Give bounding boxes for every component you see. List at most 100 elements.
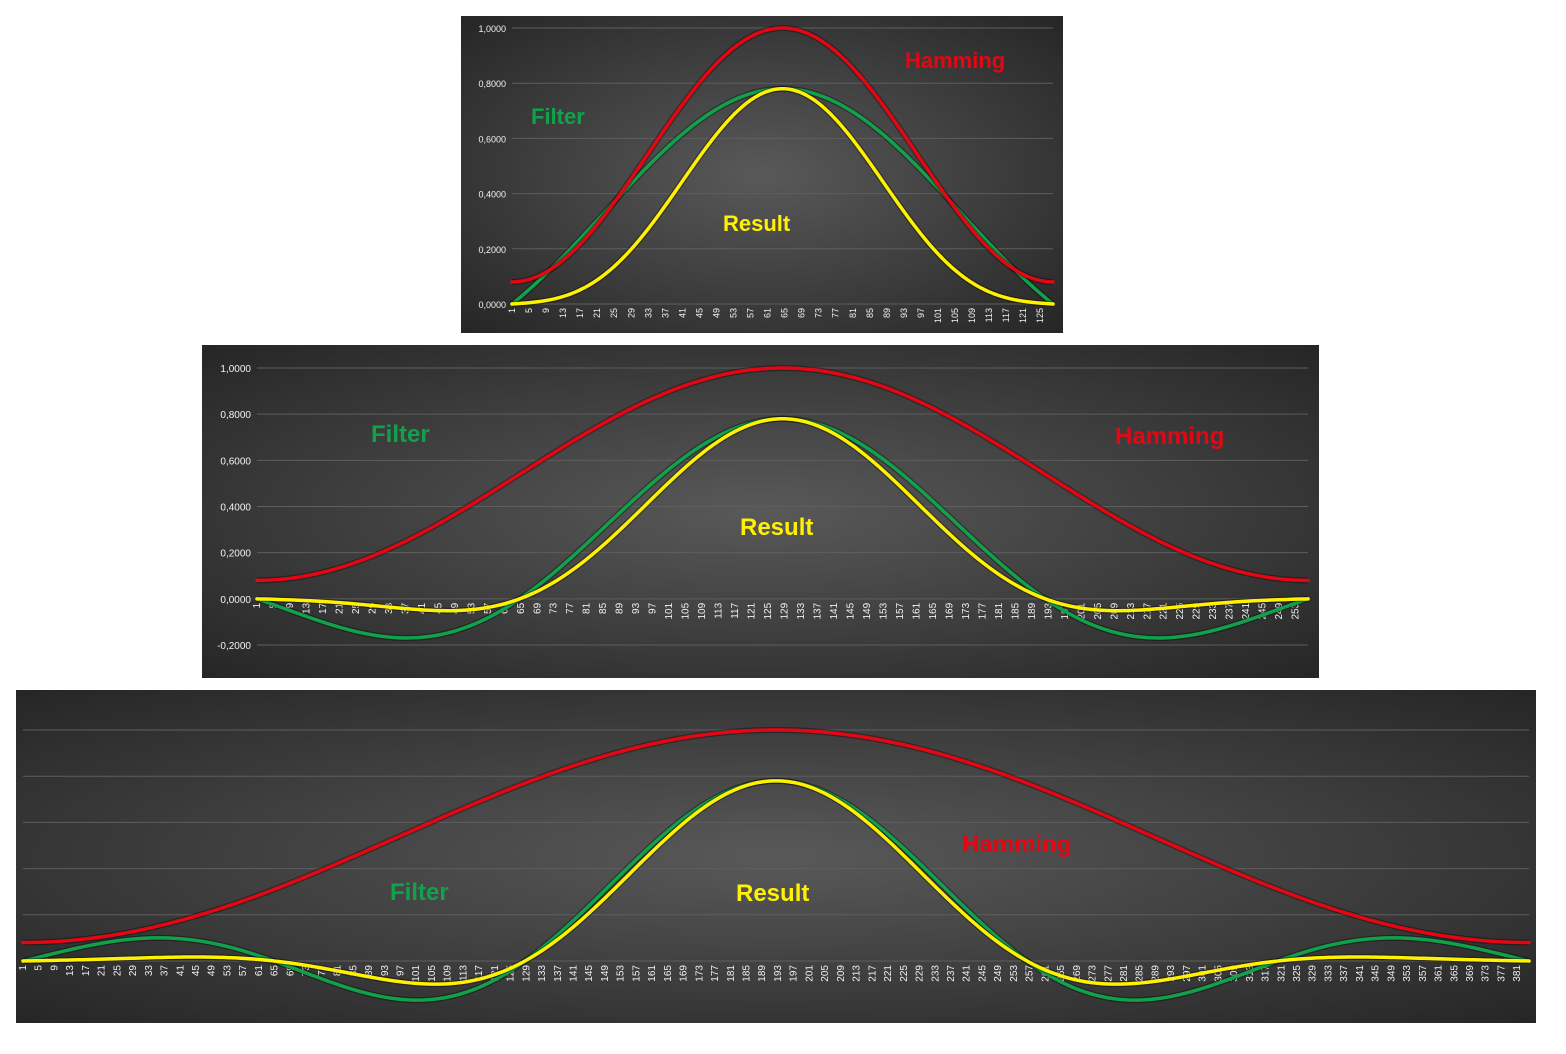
x-tick-label: 153	[616, 965, 627, 982]
x-tick-label: 125	[1035, 308, 1045, 323]
x-tick-label: 117	[730, 602, 741, 618]
x-tick-label: 337	[1339, 965, 1350, 982]
x-tick-label: 245	[1258, 602, 1269, 619]
x-tick-label: 45	[694, 308, 704, 318]
x-tick-label: 41	[175, 965, 186, 977]
x-tick-label: 5	[34, 965, 45, 971]
x-tick-label: 189	[757, 965, 768, 982]
x-tick-label: 233	[1208, 602, 1219, 619]
x-tick-label: 129	[780, 602, 791, 619]
x-tick-label: 229	[1192, 602, 1203, 619]
x-tick-label: 73	[301, 965, 312, 977]
x-tick-label: 165	[928, 602, 939, 619]
x-tick-label: 89	[364, 965, 375, 977]
x-tick-label: 97	[648, 602, 659, 614]
x-tick-label: 93	[380, 965, 391, 977]
x-tick-label: 361	[1434, 965, 1445, 982]
x-tick-label: 217	[867, 965, 878, 982]
x-tick-label: 237	[1225, 602, 1236, 619]
x-tick-label: 381	[1512, 965, 1523, 982]
x-tick-label: 333	[1323, 965, 1334, 982]
result-label: Result	[736, 880, 809, 907]
x-tick-label: 89	[615, 602, 626, 614]
x-tick-label: 153	[878, 602, 889, 619]
result-series-line	[255, 417, 1310, 613]
x-tick-label: 17	[318, 602, 329, 614]
x-tick-label: 93	[899, 308, 909, 318]
x-tick-label: 65	[780, 308, 790, 318]
x-tick-label: 85	[348, 965, 359, 977]
x-tick-label: 185	[1010, 602, 1021, 619]
x-tick-label: 185	[742, 965, 753, 982]
x-tick-label: 193	[773, 965, 784, 982]
x-tick-label: 69	[532, 602, 543, 614]
x-tick-label: 105	[681, 602, 692, 619]
x-tick-label: 9	[541, 308, 551, 313]
x-tick-label: 205	[820, 965, 831, 982]
x-tick-label: 1	[252, 602, 263, 608]
x-tick-label: 133	[796, 602, 807, 619]
x-tick-label: 77	[565, 602, 576, 614]
x-tick-label: 97	[395, 965, 406, 977]
filter-label: Filter	[390, 879, 449, 906]
x-tick-label: 49	[711, 308, 721, 318]
x-tick-label: 233	[930, 965, 941, 982]
x-tick-label: 293	[1166, 965, 1177, 982]
x-tick-label: 137	[813, 602, 824, 619]
x-tick-label: 57	[238, 965, 249, 977]
x-tick-label: 305	[1213, 965, 1224, 982]
x-tick-label: 241	[1241, 602, 1252, 619]
x-tick-label: 37	[160, 965, 171, 977]
x-tick-label: 213	[852, 965, 863, 982]
x-tick-label: 69	[285, 965, 296, 977]
x-tick-label: 257	[1025, 965, 1036, 982]
x-tick-label: 309	[1229, 965, 1240, 982]
y-tick-label: 0,0000	[220, 595, 251, 606]
x-tick-label: 17	[575, 308, 585, 318]
x-tick-label: 181	[726, 965, 737, 982]
y-tick-label: 0,4000	[220, 503, 251, 514]
x-tick-label: 353	[1402, 965, 1413, 982]
x-tick-label: 93	[631, 602, 642, 614]
x-tick-label: 101	[664, 602, 675, 619]
hamming-label: Hamming	[1115, 423, 1224, 450]
x-tick-label: 41	[677, 308, 687, 318]
x-tick-label: 117	[474, 965, 485, 981]
x-tick-label: 225	[1175, 602, 1186, 619]
x-tick-label: 17	[81, 965, 92, 977]
x-tick-label: 61	[763, 308, 773, 318]
x-tick-label: 341	[1355, 965, 1366, 982]
x-tick-label: 321	[1276, 965, 1287, 982]
x-tick-label: 21	[334, 602, 345, 614]
x-tick-label: 121	[1018, 308, 1028, 323]
x-tick-label: 149	[600, 965, 611, 982]
x-tick-label: 61	[254, 965, 265, 977]
x-tick-label: 105	[427, 965, 438, 982]
x-tick-label: 77	[317, 965, 328, 977]
x-tick-label: 65	[516, 602, 527, 614]
x-tick-label: 277	[1103, 965, 1114, 982]
x-tick-label: 145	[846, 602, 857, 619]
x-tick-label: 77	[831, 308, 841, 318]
x-tick-label: 117	[1001, 308, 1011, 322]
x-tick-label: 141	[568, 965, 579, 982]
y-tick-label: 0,4000	[478, 190, 506, 200]
x-tick-label: 189	[1027, 602, 1038, 619]
x-tick-label: 249	[1274, 602, 1285, 619]
x-tick-label: 193	[1043, 602, 1054, 619]
y-tick-label: 0,8000	[478, 79, 506, 89]
chart-panel-1: 1,0000 0,8000 0,6000 0,4000 0,2000 0,0000 1 5 9 1…	[461, 16, 1063, 333]
x-tick-label: 85	[598, 602, 609, 614]
x-tick-label: 29	[626, 308, 636, 318]
x-tick-label: 173	[694, 965, 705, 982]
x-tick-label: 45	[433, 602, 444, 614]
x-tick-label: 113	[984, 308, 994, 322]
hamming-series-line	[510, 26, 1055, 284]
x-tick-label: 365	[1449, 965, 1460, 982]
x-tick-label: 133	[537, 965, 548, 982]
x-tick-label: 253	[1291, 602, 1302, 619]
x-tick-label: 1	[507, 308, 517, 313]
x-tick-label: 201	[804, 965, 815, 982]
x-tick-label: 109	[967, 308, 977, 323]
x-tick-label: 229	[915, 965, 926, 982]
